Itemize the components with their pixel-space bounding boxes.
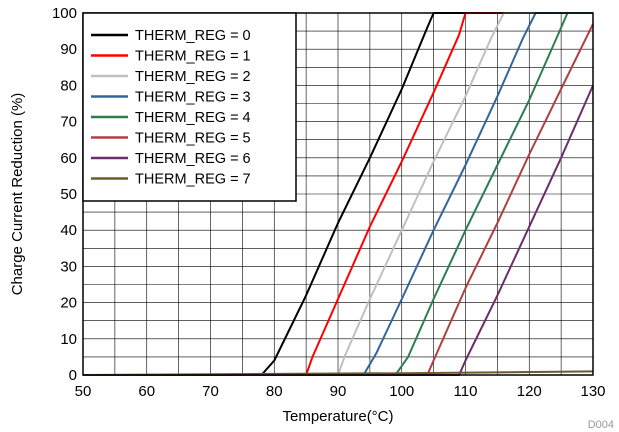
legend-entry: THERM_REG = 6 bbox=[135, 151, 251, 167]
figure-code: D004 bbox=[588, 419, 614, 431]
series-line-1 bbox=[83, 12, 593, 376]
legend-entry: THERM_REG = 2 bbox=[135, 69, 251, 85]
legend-entry: THERM_REG = 5 bbox=[135, 131, 251, 147]
y-axis-title: Charge Current Reduction (%) bbox=[9, 93, 26, 296]
series-line-3 bbox=[83, 12, 593, 376]
x-tick-label: 50 bbox=[75, 383, 92, 400]
series-line-0 bbox=[83, 12, 593, 376]
legend-entry: THERM_REG = 7 bbox=[135, 172, 251, 188]
legend-entry: THERM_REG = 4 bbox=[135, 110, 251, 126]
y-tick-label: 40 bbox=[60, 222, 77, 239]
y-tick-label: 10 bbox=[60, 331, 77, 348]
y-tick-label: 100 bbox=[52, 5, 77, 22]
y-tick-label: 70 bbox=[60, 114, 77, 131]
legend: THERM_REG = 0 THERM_REG = 1 THERM_REG = 2 T… bbox=[82, 12, 297, 202]
x-tick-label: 70 bbox=[202, 383, 219, 400]
series-lines bbox=[82, 12, 594, 376]
legend-box bbox=[82, 12, 297, 202]
y-tick-label: 90 bbox=[60, 41, 77, 58]
x-tick-label: 100 bbox=[389, 383, 414, 400]
series-line-4 bbox=[83, 12, 593, 376]
legend-entry: THERM_REG = 0 bbox=[135, 28, 251, 44]
x-tick-label: 90 bbox=[330, 383, 347, 400]
legend-entry: THERM_REG = 3 bbox=[135, 90, 251, 106]
y-tick-label: 30 bbox=[60, 258, 77, 275]
y-tick-label: 0 bbox=[69, 367, 77, 384]
x-tick-label: 60 bbox=[138, 383, 155, 400]
y-tick-label: 50 bbox=[60, 186, 77, 203]
y-tick-labels: 0 10 20 30 40 50 60 70 80 90 100 bbox=[52, 5, 77, 384]
x-tick-label: 130 bbox=[580, 383, 605, 400]
series-line-2 bbox=[83, 12, 593, 376]
legend-entry: THERM_REG = 1 bbox=[135, 49, 251, 65]
x-tick-label: 110 bbox=[454, 383, 478, 400]
y-tick-label: 20 bbox=[60, 295, 77, 312]
y-tick-label: 60 bbox=[60, 150, 77, 167]
y-tick-label: 80 bbox=[60, 77, 77, 94]
x-tick-labels: 50 60 70 80 90 100 110 120 130 bbox=[75, 383, 606, 400]
x-tick-label: 120 bbox=[517, 383, 542, 400]
x-axis-title: Temperature(°C) bbox=[282, 408, 393, 425]
x-tick-label: 80 bbox=[266, 383, 283, 400]
